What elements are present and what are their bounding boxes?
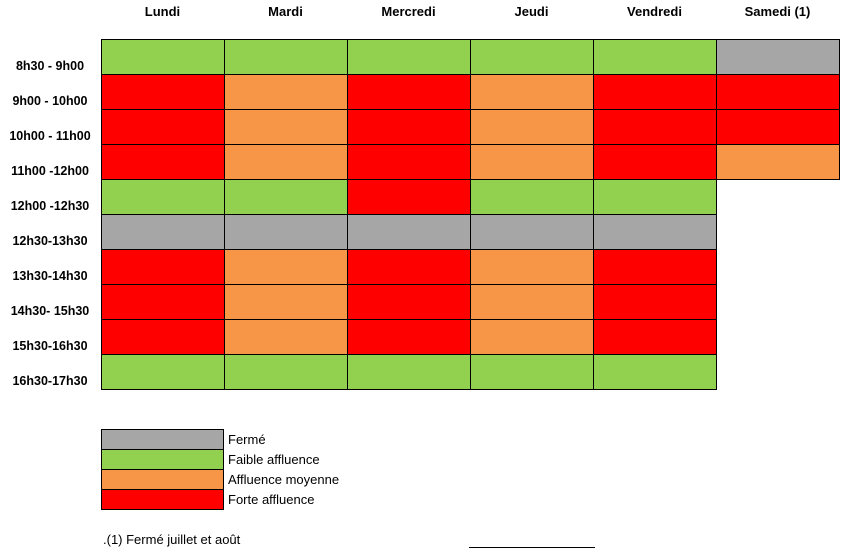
legend-swatch-3 [101, 489, 224, 510]
heatmap-cell-r7-c4 [593, 284, 717, 320]
row-label-9: 16h30-17h30 [12, 374, 88, 388]
heatmap-cell-r6-c1 [224, 249, 348, 285]
heatmap-cell-r0-c1 [224, 39, 348, 75]
heatmap-cell-r9-c0 [101, 354, 225, 390]
column-header-2: Mercredi [381, 4, 436, 19]
heatmap-cell-r2-c1 [224, 109, 348, 145]
heatmap-cell-r5-c0 [101, 214, 225, 250]
heatmap-cell-r4-c3 [470, 179, 594, 215]
heatmap-cell-r5-c4 [593, 214, 717, 250]
heatmap-cell-r1-c5 [716, 74, 840, 110]
heatmap-cell-r1-c3 [470, 74, 594, 110]
heatmap-cell-r0-c3 [470, 39, 594, 75]
heatmap-cell-r6-c2 [347, 249, 471, 285]
heatmap-cell-r2-c5 [716, 109, 840, 145]
heatmap-cell-r8-c4 [593, 319, 717, 355]
legend-label-1: Faible affluence [228, 452, 320, 467]
underline-divider [469, 547, 595, 548]
heatmap-cell-r5-c3 [470, 214, 594, 250]
row-label-0: 8h30 - 9h00 [15, 59, 85, 73]
heatmap-cell-r9-c4 [593, 354, 717, 390]
heatmap-cell-r7-c0 [101, 284, 225, 320]
heatmap-cell-r1-c1 [224, 74, 348, 110]
heatmap-cell-r4-c0 [101, 179, 225, 215]
heatmap-cell-r3-c5 [716, 144, 840, 180]
heatmap-cell-r2-c0 [101, 109, 225, 145]
heatmap-cell-r8-c1 [224, 319, 348, 355]
legend-label-0: Fermé [228, 432, 266, 447]
heatmap-cell-r2-c4 [593, 109, 717, 145]
row-label-6: 13h30-14h30 [12, 269, 88, 283]
row-label-3: 11h00 -12h00 [11, 164, 89, 178]
heatmap-cell-r5-c2 [347, 214, 471, 250]
row-label-1: 9h00 - 10h00 [12, 94, 88, 108]
row-label-2: 10h00 - 11h00 [9, 129, 91, 143]
column-header-1: Mardi [268, 4, 303, 19]
heatmap-cell-r3-c4 [593, 144, 717, 180]
heatmap-cell-r0-c4 [593, 39, 717, 75]
heatmap-cell-r9-c3 [470, 354, 594, 390]
heatmap-cell-r3-c0 [101, 144, 225, 180]
heatmap-cell-r7-c2 [347, 284, 471, 320]
heatmap-cell-r1-c2 [347, 74, 471, 110]
heatmap-cell-r0-c5 [716, 39, 840, 75]
heatmap-cell-r9-c1 [224, 354, 348, 390]
column-header-5: Samedi (1) [744, 4, 811, 19]
column-header-0: Lundi [144, 4, 181, 19]
footnote: .(1) Fermé juillet et août [103, 532, 241, 547]
row-label-4: 12h00 -12h30 [10, 199, 90, 213]
heatmap-cell-r2-c2 [347, 109, 471, 145]
heatmap-cell-r6-c0 [101, 249, 225, 285]
heatmap-cell-r3-c1 [224, 144, 348, 180]
heatmap-cell-r4-c4 [593, 179, 717, 215]
heatmap-cell-r2-c3 [470, 109, 594, 145]
heatmap-cell-r4-c1 [224, 179, 348, 215]
row-label-7: 14h30- 15h30 [10, 304, 90, 318]
heatmap-cell-r7-c1 [224, 284, 348, 320]
heatmap-cell-r9-c2 [347, 354, 471, 390]
legend-label-3: Forte affluence [228, 492, 315, 507]
column-header-4: Vendredi [627, 4, 682, 19]
heatmap-cell-r4-c2 [347, 179, 471, 215]
heatmap-cell-r6-c3 [470, 249, 594, 285]
heatmap-cell-r8-c2 [347, 319, 471, 355]
legend-label-2: Affluence moyenne [228, 472, 340, 487]
heatmap-cell-r0-c2 [347, 39, 471, 75]
heatmap-cell-r7-c3 [470, 284, 594, 320]
legend-swatch-1 [101, 449, 224, 470]
heatmap-cell-r3-c3 [470, 144, 594, 180]
row-label-5: 12h30-13h30 [12, 234, 88, 248]
legend-swatch-2 [101, 469, 224, 490]
row-label-8: 15h30-16h30 [12, 339, 88, 353]
heatmap-cell-r3-c2 [347, 144, 471, 180]
heatmap-cell-r1-c4 [593, 74, 717, 110]
heatmap-cell-r8-c0 [101, 319, 225, 355]
heatmap-cell-r8-c3 [470, 319, 594, 355]
column-header-3: Jeudi [514, 4, 549, 19]
heatmap-cell-r5-c1 [224, 214, 348, 250]
legend-swatch-0 [101, 429, 224, 450]
heatmap-cell-r6-c4 [593, 249, 717, 285]
heatmap-cell-r1-c0 [101, 74, 225, 110]
heatmap-cell-r0-c0 [101, 39, 225, 75]
